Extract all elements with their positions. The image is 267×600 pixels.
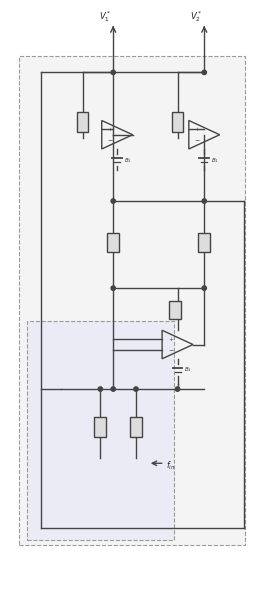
Text: $V_1^*$: $V_1^*$ (99, 10, 112, 25)
Text: $V_2^*$: $V_2^*$ (190, 10, 203, 25)
Text: +: + (195, 127, 200, 132)
Text: −: − (195, 137, 200, 142)
Bar (198, 233, 210, 253)
Circle shape (111, 70, 115, 74)
Text: $f_{in}$: $f_{in}$ (166, 459, 175, 472)
Circle shape (111, 387, 115, 391)
Circle shape (202, 70, 206, 74)
Circle shape (175, 387, 180, 391)
Text: $B_1$: $B_1$ (124, 155, 132, 164)
Bar (130, 417, 142, 437)
Text: $B_1$: $B_1$ (211, 155, 219, 164)
FancyBboxPatch shape (27, 321, 174, 541)
Circle shape (111, 286, 115, 290)
Bar (172, 112, 183, 132)
Circle shape (202, 286, 206, 290)
Circle shape (134, 387, 138, 391)
Bar (169, 301, 180, 319)
Bar (95, 417, 106, 437)
Circle shape (98, 387, 103, 391)
Circle shape (202, 199, 206, 203)
Bar (107, 233, 119, 253)
Text: −: − (108, 137, 113, 142)
Text: −: − (168, 347, 173, 352)
Bar (77, 112, 88, 132)
Circle shape (111, 199, 115, 203)
Text: +: + (168, 337, 173, 342)
FancyBboxPatch shape (19, 56, 245, 545)
Text: $B_1$: $B_1$ (184, 365, 192, 374)
Text: +: + (108, 127, 113, 132)
